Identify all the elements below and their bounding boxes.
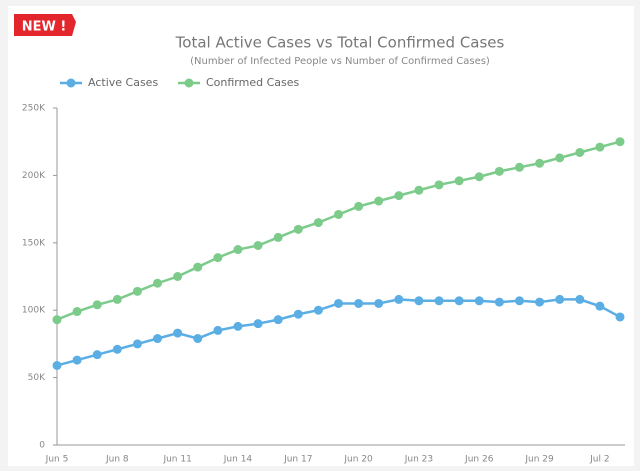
data-point	[273, 315, 283, 325]
data-point	[334, 209, 343, 219]
panel	[8, 6, 634, 466]
data-point	[374, 196, 384, 206]
data-point	[193, 262, 203, 272]
data-point	[374, 298, 384, 308]
data-point	[253, 240, 263, 250]
legend-marker	[66, 78, 76, 88]
x-tick-label: Jun 20	[343, 455, 373, 465]
data-point	[253, 319, 263, 329]
data-point	[173, 328, 183, 338]
data-point	[474, 172, 484, 182]
y-tick-label: 250K	[22, 104, 46, 114]
y-tick-label: 200K	[22, 171, 46, 181]
data-point	[233, 245, 243, 255]
data-point	[92, 300, 102, 310]
x-tick-label: Jul 2	[589, 455, 609, 465]
legend-label: Active Cases	[88, 76, 158, 89]
data-point	[132, 339, 142, 349]
data-point	[153, 278, 163, 288]
data-point	[213, 325, 223, 335]
x-tick-label: Jun 11	[162, 455, 191, 465]
data-point	[514, 162, 524, 172]
legend-label: Confirmed Cases	[206, 76, 300, 89]
legend-marker	[184, 78, 194, 88]
y-tick-label: 50K	[28, 373, 46, 383]
data-point	[535, 158, 545, 168]
y-tick-label: 150K	[22, 238, 46, 248]
data-point	[233, 321, 243, 331]
data-point	[72, 307, 82, 317]
data-point	[555, 294, 565, 304]
data-point	[434, 296, 444, 306]
data-point	[132, 286, 142, 296]
x-tick-label: Jun 17	[283, 455, 312, 465]
data-point	[595, 142, 605, 152]
data-point	[354, 201, 364, 211]
data-point	[173, 272, 183, 281]
data-point	[313, 305, 323, 315]
x-tick-label: Jun 8	[105, 455, 129, 465]
data-point	[514, 296, 524, 306]
data-point	[293, 224, 303, 234]
badge: NEW !	[22, 20, 67, 35]
data-point	[595, 301, 605, 311]
data-point	[615, 137, 625, 147]
x-tick-label: Jun 5	[45, 455, 69, 465]
data-point	[193, 334, 203, 344]
y-tick-label: 100K	[22, 306, 46, 316]
data-point	[414, 296, 424, 306]
data-point	[454, 296, 464, 306]
data-point	[52, 315, 62, 325]
data-point	[354, 298, 364, 308]
data-point	[153, 334, 163, 344]
data-point	[213, 253, 223, 263]
x-tick-label: Jun 23	[404, 455, 433, 465]
data-point	[52, 360, 62, 370]
data-point	[112, 294, 122, 304]
x-tick-label: Jun 29	[524, 455, 554, 465]
x-tick-label: Jun 26	[464, 455, 494, 465]
data-point	[394, 191, 404, 201]
badge-shape	[14, 14, 76, 36]
data-point	[474, 296, 484, 306]
data-point	[313, 218, 323, 228]
data-point	[575, 294, 585, 304]
data-point	[394, 294, 404, 304]
data-point	[615, 312, 625, 322]
data-point	[494, 166, 504, 176]
data-point	[112, 344, 122, 354]
data-point	[575, 147, 585, 157]
x-tick-label: Jun 14	[223, 455, 253, 465]
data-point	[414, 185, 424, 195]
data-point	[72, 355, 82, 365]
data-point	[454, 176, 464, 186]
chart-subtitle: (Number of Infected People vs Number of …	[190, 56, 490, 67]
y-tick-label: 0	[39, 441, 45, 451]
data-point	[293, 309, 303, 319]
chart-title: Total Active Cases vs Total Confirmed Ca…	[175, 34, 505, 52]
data-point	[434, 180, 444, 190]
data-point	[535, 297, 545, 307]
data-point	[334, 298, 343, 308]
data-point	[555, 153, 565, 163]
data-point	[273, 232, 283, 242]
data-point	[92, 350, 102, 360]
data-point	[494, 297, 504, 307]
